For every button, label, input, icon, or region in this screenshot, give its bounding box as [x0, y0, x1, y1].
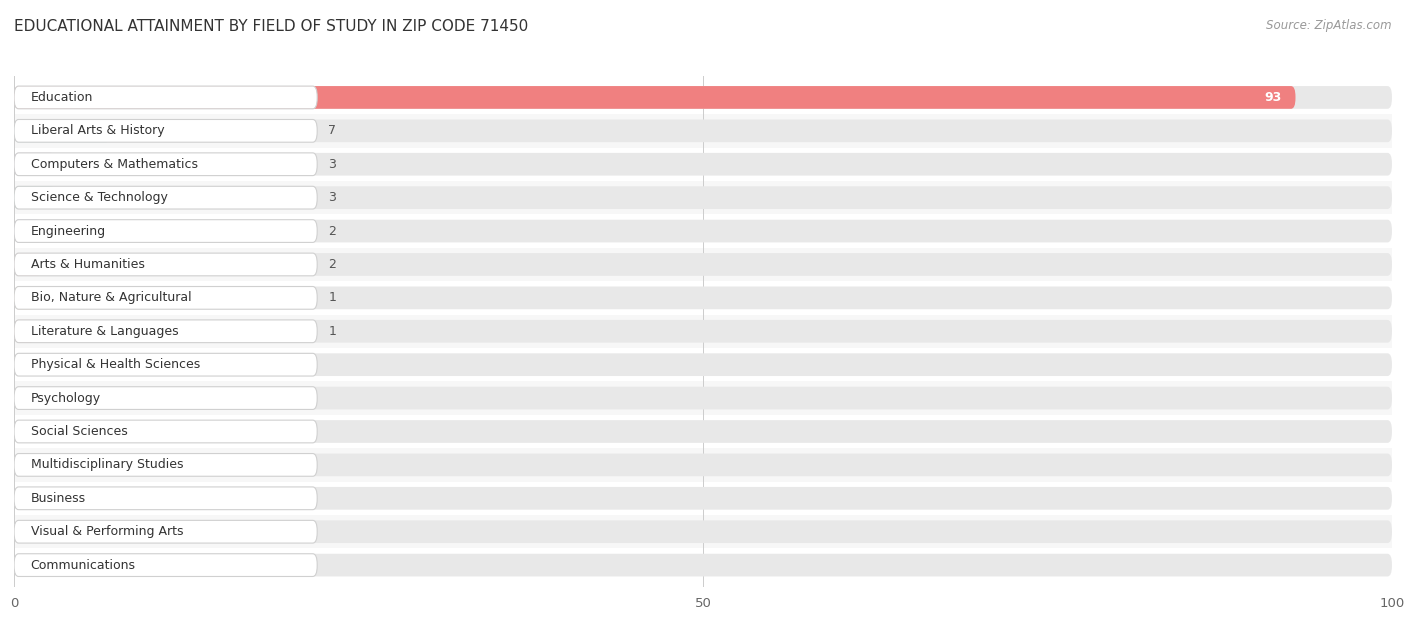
Text: 7: 7 — [328, 124, 336, 138]
FancyBboxPatch shape — [14, 220, 318, 242]
FancyBboxPatch shape — [14, 554, 318, 577]
Text: Literature & Languages: Literature & Languages — [31, 325, 179, 338]
Text: Bio, Nature & Agricultural: Bio, Nature & Agricultural — [31, 292, 191, 304]
FancyBboxPatch shape — [14, 521, 1392, 543]
FancyBboxPatch shape — [14, 86, 1392, 109]
FancyBboxPatch shape — [0, 515, 1406, 548]
FancyBboxPatch shape — [14, 320, 35, 343]
FancyBboxPatch shape — [14, 220, 42, 242]
FancyBboxPatch shape — [14, 220, 1392, 242]
Text: Engineering: Engineering — [31, 225, 105, 237]
Text: Source: ZipAtlas.com: Source: ZipAtlas.com — [1267, 19, 1392, 32]
FancyBboxPatch shape — [14, 320, 1392, 343]
FancyBboxPatch shape — [14, 253, 318, 276]
FancyBboxPatch shape — [0, 348, 1406, 381]
FancyBboxPatch shape — [0, 448, 1406, 481]
FancyBboxPatch shape — [14, 454, 318, 476]
Text: EDUCATIONAL ATTAINMENT BY FIELD OF STUDY IN ZIP CODE 71450: EDUCATIONAL ATTAINMENT BY FIELD OF STUDY… — [14, 19, 529, 34]
FancyBboxPatch shape — [14, 186, 318, 209]
FancyBboxPatch shape — [14, 153, 1392, 175]
Text: Education: Education — [31, 91, 93, 104]
Text: 1: 1 — [328, 292, 336, 304]
FancyBboxPatch shape — [0, 481, 1406, 515]
Text: 1: 1 — [328, 325, 336, 338]
FancyBboxPatch shape — [14, 253, 42, 276]
FancyBboxPatch shape — [0, 381, 1406, 415]
FancyBboxPatch shape — [0, 248, 1406, 281]
FancyBboxPatch shape — [0, 215, 1406, 248]
FancyBboxPatch shape — [14, 119, 1392, 142]
FancyBboxPatch shape — [14, 186, 55, 209]
Text: Liberal Arts & History: Liberal Arts & History — [31, 124, 165, 138]
FancyBboxPatch shape — [14, 286, 1392, 309]
Text: Science & Technology: Science & Technology — [31, 191, 167, 204]
Text: 3: 3 — [328, 191, 336, 204]
FancyBboxPatch shape — [14, 186, 1392, 209]
FancyBboxPatch shape — [14, 286, 35, 309]
FancyBboxPatch shape — [14, 153, 318, 175]
FancyBboxPatch shape — [14, 286, 318, 309]
Text: Social Sciences: Social Sciences — [31, 425, 128, 438]
FancyBboxPatch shape — [0, 148, 1406, 181]
FancyBboxPatch shape — [14, 387, 1392, 410]
Text: 2: 2 — [328, 225, 336, 237]
FancyBboxPatch shape — [14, 353, 1392, 376]
FancyBboxPatch shape — [0, 415, 1406, 448]
FancyBboxPatch shape — [14, 521, 318, 543]
FancyBboxPatch shape — [14, 353, 318, 376]
Text: Business: Business — [31, 492, 86, 505]
FancyBboxPatch shape — [14, 253, 1392, 276]
FancyBboxPatch shape — [14, 420, 318, 443]
FancyBboxPatch shape — [14, 119, 318, 142]
Text: Arts & Humanities: Arts & Humanities — [31, 258, 145, 271]
FancyBboxPatch shape — [14, 487, 318, 510]
FancyBboxPatch shape — [14, 420, 1392, 443]
Text: Communications: Communications — [31, 558, 135, 572]
Text: 93: 93 — [1264, 91, 1282, 104]
FancyBboxPatch shape — [0, 315, 1406, 348]
Text: Multidisciplinary Studies: Multidisciplinary Studies — [31, 458, 183, 471]
Text: Physical & Health Sciences: Physical & Health Sciences — [31, 358, 200, 371]
FancyBboxPatch shape — [0, 114, 1406, 148]
Text: 3: 3 — [328, 158, 336, 171]
FancyBboxPatch shape — [14, 86, 1295, 109]
FancyBboxPatch shape — [14, 119, 111, 142]
FancyBboxPatch shape — [14, 387, 318, 410]
FancyBboxPatch shape — [14, 320, 318, 343]
Text: Psychology: Psychology — [31, 392, 101, 404]
FancyBboxPatch shape — [0, 548, 1406, 582]
FancyBboxPatch shape — [0, 181, 1406, 215]
Text: 2: 2 — [328, 258, 336, 271]
FancyBboxPatch shape — [0, 281, 1406, 315]
Text: Visual & Performing Arts: Visual & Performing Arts — [31, 525, 183, 538]
FancyBboxPatch shape — [14, 86, 318, 109]
FancyBboxPatch shape — [14, 554, 1392, 577]
Text: Computers & Mathematics: Computers & Mathematics — [31, 158, 198, 171]
FancyBboxPatch shape — [14, 153, 55, 175]
FancyBboxPatch shape — [0, 81, 1406, 114]
FancyBboxPatch shape — [14, 487, 1392, 510]
FancyBboxPatch shape — [14, 454, 1392, 476]
